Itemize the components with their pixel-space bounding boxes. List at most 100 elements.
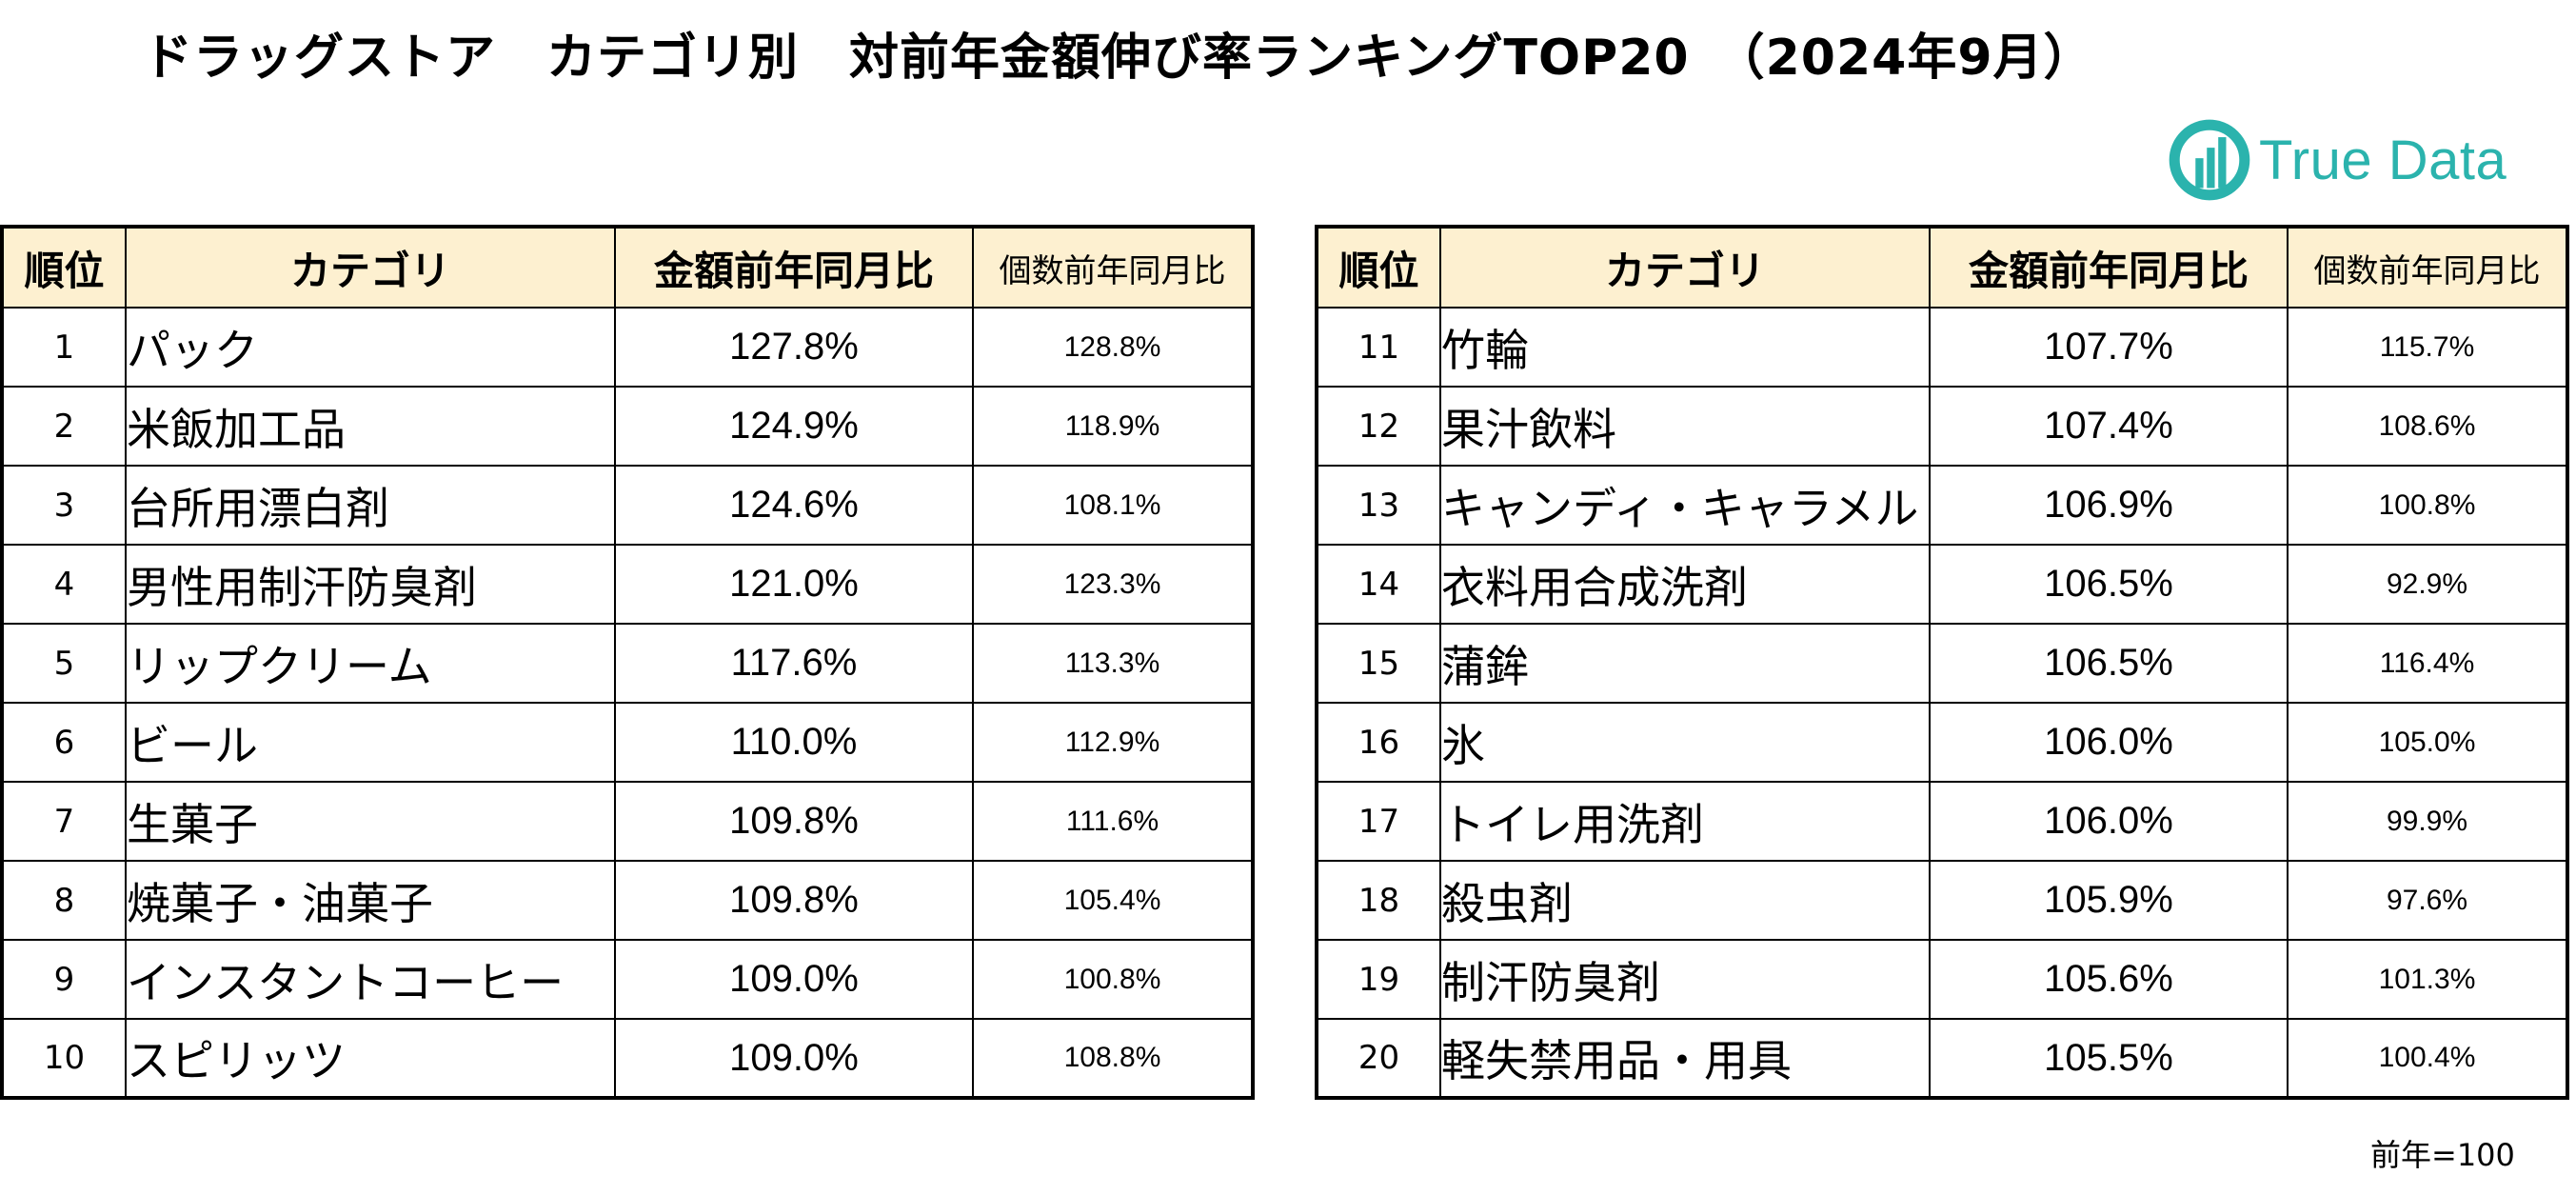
table-header-row: 順位 カテゴリ 金額前年同月比 個数前年同月比 xyxy=(1316,226,2568,309)
count-yoy-cell: 100.8% xyxy=(2287,465,2568,546)
header-category: カテゴリ xyxy=(1439,226,1931,309)
count-yoy-cell: 112.9% xyxy=(972,702,1254,783)
amount-yoy-cell: 109.8% xyxy=(614,781,974,862)
bar-chart-circle-icon xyxy=(2169,119,2250,201)
count-yoy-cell: 111.6% xyxy=(972,781,1254,862)
table-row: 7 生菓子 109.8% 111.6% xyxy=(1,781,1254,862)
ranking-rows-left: 1 パック 127.8% 128.8% 2 米飯加工品 124.9% 118.9% 3 台所用漂白… xyxy=(1,307,1254,1099)
amount-yoy-cell: 107.4% xyxy=(1929,386,2289,467)
header-amount-yoy: 金額前年同月比 xyxy=(614,226,974,309)
rank-cell: 10 xyxy=(1,1018,127,1099)
rank-cell: 13 xyxy=(1316,465,1441,546)
rank-cell: 1 xyxy=(1,307,127,388)
category-cell: 殺虫剤 xyxy=(1439,860,1931,941)
table-row: 6 ビール 110.0% 112.9% xyxy=(1,702,1254,783)
category-cell: トイレ用洗剤 xyxy=(1439,781,1931,862)
amount-yoy-cell: 124.6% xyxy=(614,465,974,546)
table-row: 10 スピリッツ 109.0% 108.8% xyxy=(1,1018,1254,1099)
amount-yoy-cell: 110.0% xyxy=(614,702,974,783)
category-cell: 氷 xyxy=(1439,702,1931,783)
table-row: 17 トイレ用洗剤 106.0% 99.9% xyxy=(1316,781,2568,862)
rank-cell: 17 xyxy=(1316,781,1441,862)
ranking-table-left: 順位 カテゴリ 金額前年同月比 個数前年同月比 1 パック 127.8% 128.8%… xyxy=(0,225,1255,1100)
header-category: カテゴリ xyxy=(125,226,616,309)
count-yoy-cell: 123.3% xyxy=(972,544,1254,625)
count-yoy-cell: 108.8% xyxy=(972,1018,1254,1099)
amount-yoy-cell: 106.0% xyxy=(1929,702,2289,783)
table-row: 11 竹輪 107.7% 115.7% xyxy=(1316,307,2568,388)
rank-cell: 3 xyxy=(1,465,127,546)
count-yoy-cell: 105.0% xyxy=(2287,702,2568,783)
header-rank: 順位 xyxy=(1316,226,1441,309)
amount-yoy-cell: 106.0% xyxy=(1929,781,2289,862)
table-row: 4 男性用制汗防臭剤 121.0% 123.3% xyxy=(1,544,1254,625)
count-yoy-cell: 92.9% xyxy=(2287,544,2568,625)
rank-cell: 20 xyxy=(1316,1018,1441,1099)
table-row: 9 インスタントコーヒー 109.0% 100.8% xyxy=(1,939,1254,1020)
amount-yoy-cell: 105.9% xyxy=(1929,860,2289,941)
count-yoy-cell: 97.6% xyxy=(2287,860,2568,941)
rank-cell: 19 xyxy=(1316,939,1441,1020)
count-yoy-cell: 101.3% xyxy=(2287,939,2568,1020)
rank-cell: 15 xyxy=(1316,623,1441,704)
amount-yoy-cell: 109.8% xyxy=(614,860,974,941)
amount-yoy-cell: 107.7% xyxy=(1929,307,2289,388)
page-title: ドラッグストア カテゴリ別 対前年金額伸び率ランキングTOP20 （2024年9… xyxy=(143,30,2094,87)
rank-cell: 12 xyxy=(1316,386,1441,467)
baseline-note: 前年=100 xyxy=(2370,1137,2515,1173)
category-cell: リップクリーム xyxy=(125,623,616,704)
table-row: 2 米飯加工品 124.9% 118.9% xyxy=(1,386,1254,467)
category-cell: 焼菓子・油菓子 xyxy=(125,860,616,941)
table-row: 20 軽失禁用品・用具 105.5% 100.4% xyxy=(1316,1018,2568,1099)
header-count-yoy: 個数前年同月比 xyxy=(2287,226,2568,309)
amount-yoy-cell: 105.6% xyxy=(1929,939,2289,1020)
category-cell: 軽失禁用品・用具 xyxy=(1439,1018,1931,1099)
ranking-rows-right: 11 竹輪 107.7% 115.7% 12 果汁飲料 107.4% 108.6% 13 キャンデ… xyxy=(1316,307,2568,1099)
truedata-logo: True Data xyxy=(2166,112,2507,208)
amount-yoy-cell: 106.5% xyxy=(1929,544,2289,625)
category-cell: 果汁飲料 xyxy=(1439,386,1931,467)
table-row: 19 制汗防臭剤 105.6% 101.3% xyxy=(1316,939,2568,1020)
rank-cell: 7 xyxy=(1,781,127,862)
rank-cell: 18 xyxy=(1316,860,1441,941)
rank-cell: 9 xyxy=(1,939,127,1020)
count-yoy-cell: 105.4% xyxy=(972,860,1254,941)
category-cell: 米飯加工品 xyxy=(125,386,616,467)
table-row: 16 氷 106.0% 105.0% xyxy=(1316,702,2568,783)
count-yoy-cell: 113.3% xyxy=(972,623,1254,704)
amount-yoy-cell: 121.0% xyxy=(614,544,974,625)
table-row: 3 台所用漂白剤 124.6% 108.1% xyxy=(1,465,1254,546)
count-yoy-cell: 100.4% xyxy=(2287,1018,2568,1099)
amount-yoy-cell: 105.5% xyxy=(1929,1018,2289,1099)
rank-cell: 5 xyxy=(1,623,127,704)
table-header-row: 順位 カテゴリ 金額前年同月比 個数前年同月比 xyxy=(1,226,1254,309)
category-cell: 竹輪 xyxy=(1439,307,1931,388)
category-cell: ビール xyxy=(125,702,616,783)
header-rank: 順位 xyxy=(1,226,127,309)
amount-yoy-cell: 127.8% xyxy=(614,307,974,388)
count-yoy-cell: 108.6% xyxy=(2287,386,2568,467)
ranking-table-right: 順位 カテゴリ 金額前年同月比 個数前年同月比 11 竹輪 107.7% 115.7%… xyxy=(1315,225,2569,1100)
table-row: 5 リップクリーム 117.6% 113.3% xyxy=(1,623,1254,704)
rank-cell: 4 xyxy=(1,544,127,625)
rank-cell: 6 xyxy=(1,702,127,783)
amount-yoy-cell: 117.6% xyxy=(614,623,974,704)
category-cell: パック xyxy=(125,307,616,388)
header-amount-yoy: 金額前年同月比 xyxy=(1929,226,2289,309)
amount-yoy-cell: 106.9% xyxy=(1929,465,2289,546)
amount-yoy-cell: 124.9% xyxy=(614,386,974,467)
amount-yoy-cell: 109.0% xyxy=(614,939,974,1020)
amount-yoy-cell: 106.5% xyxy=(1929,623,2289,704)
rank-cell: 16 xyxy=(1316,702,1441,783)
table-row: 1 パック 127.8% 128.8% xyxy=(1,307,1254,388)
amount-yoy-cell: 109.0% xyxy=(614,1018,974,1099)
count-yoy-cell: 108.1% xyxy=(972,465,1254,546)
category-cell: キャンディ・キャラメル xyxy=(1439,465,1931,546)
count-yoy-cell: 99.9% xyxy=(2287,781,2568,862)
category-cell: 台所用漂白剤 xyxy=(125,465,616,546)
count-yoy-cell: 116.4% xyxy=(2287,623,2568,704)
rank-cell: 11 xyxy=(1316,307,1441,388)
category-cell: スピリッツ xyxy=(125,1018,616,1099)
category-cell: 生菓子 xyxy=(125,781,616,862)
category-cell: 制汗防臭剤 xyxy=(1439,939,1931,1020)
